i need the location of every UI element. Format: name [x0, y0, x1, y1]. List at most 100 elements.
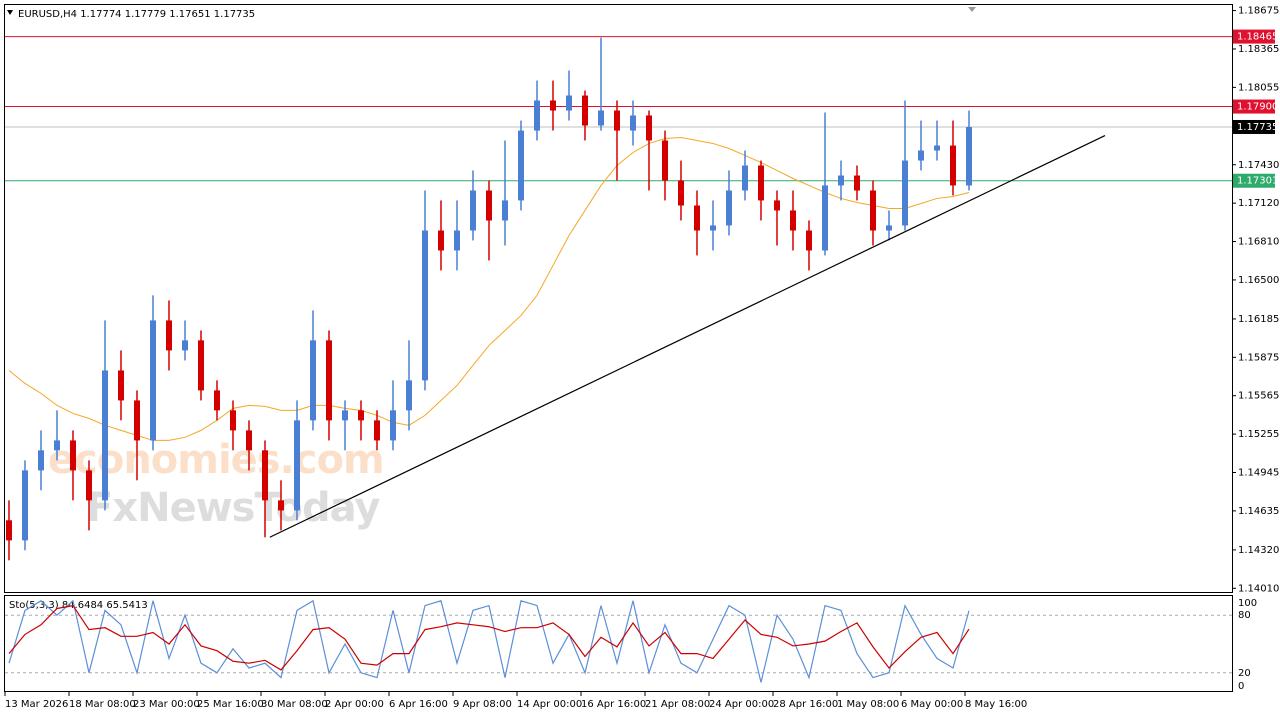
candle-body	[774, 200, 780, 211]
candle-body	[918, 150, 924, 161]
y-tick-label: 1.15255	[1238, 429, 1279, 440]
candle-body	[102, 370, 108, 501]
candle-body	[598, 110, 604, 126]
candle-body	[438, 230, 444, 251]
candle-body	[710, 225, 716, 231]
stochastic-line	[8, 604, 970, 671]
y-tick-label: 1.17120	[1238, 198, 1279, 209]
y-tick-label: 1.14320	[1238, 545, 1279, 556]
y-tick-label: 1.18365	[1238, 44, 1279, 55]
price-tag-label: 1.17735	[1237, 122, 1278, 133]
candle-body	[566, 95, 572, 111]
menu-arrow[interactable]	[7, 10, 13, 15]
y-tick-label: 1.14010	[1238, 583, 1279, 594]
x-tick-label: 16 Apr 16:00	[581, 699, 646, 710]
y-tick-label: 20	[1238, 668, 1251, 679]
candle-body	[678, 180, 684, 206]
x-tick-label: 21 Apr 08:00	[645, 699, 710, 710]
candle-body	[662, 140, 668, 181]
x-tick-label: 23 Mar 00:00	[133, 699, 200, 710]
candle-body	[886, 225, 892, 231]
x-tick-label: 1 May 08:00	[837, 699, 899, 710]
y-tick-label: 1.16500	[1238, 275, 1279, 286]
candle-body	[70, 440, 76, 471]
x-tick-label: 6 May 00:00	[901, 699, 963, 710]
watermark: FxNewsToday	[86, 485, 380, 531]
candle-body	[838, 175, 844, 186]
x-tick-label: 25 Mar 16:00	[197, 699, 264, 710]
candle-body	[726, 190, 732, 226]
candle-body	[758, 165, 764, 201]
candle-body	[470, 190, 476, 231]
y-tick-label: 1.17430	[1238, 160, 1279, 171]
candle-body	[950, 145, 956, 186]
candle-body	[262, 450, 268, 501]
candle-body	[934, 145, 940, 151]
x-tick-label: 28 Apr 16:00	[773, 699, 838, 710]
candle-body	[278, 500, 284, 511]
y-tick-label: 1.16810	[1238, 237, 1279, 248]
candle-body	[614, 110, 620, 131]
candle-body	[54, 440, 60, 451]
candle-body	[166, 320, 172, 351]
candle-body	[118, 370, 124, 401]
x-tick-label: 8 May 16:00	[965, 699, 1027, 710]
candle-body	[630, 115, 636, 131]
candle-body	[390, 410, 396, 441]
price-tag-label: 1.18465	[1237, 32, 1278, 43]
candle-body	[806, 230, 812, 251]
indicator-frame	[4, 595, 1233, 692]
candle-body	[854, 175, 860, 191]
candle-body	[198, 340, 204, 391]
candle-body	[358, 410, 364, 421]
candle-body	[550, 100, 556, 111]
candle-body	[694, 205, 700, 231]
candle-body	[790, 210, 796, 231]
x-tick-label: 14 Apr 00:00	[517, 699, 582, 710]
candle-body	[502, 200, 508, 221]
candle-body	[534, 100, 540, 131]
candle-body	[86, 470, 92, 501]
x-tick-label: 24 Apr 00:00	[709, 699, 774, 710]
candle-body	[230, 410, 236, 431]
watermark: economies.com	[48, 437, 384, 483]
stochastic-line	[8, 599, 970, 683]
x-tick-label: 13 Mar 2026	[5, 699, 68, 710]
moving-average	[8, 137, 970, 441]
indicator-title: Sto(5,3,3) 84.6484 65.5413	[9, 600, 148, 611]
x-tick-label: 6 Apr 16:00	[389, 699, 448, 710]
candle-body	[310, 340, 316, 421]
y-tick-label: 1.15875	[1238, 352, 1279, 363]
candle-body	[182, 340, 188, 351]
candle-body	[246, 430, 252, 451]
candle-body	[870, 190, 876, 231]
price-frame	[4, 4, 1233, 593]
candle-body	[422, 230, 428, 381]
candle-body	[294, 420, 300, 511]
candle-body	[646, 115, 652, 141]
candle-body	[326, 340, 332, 421]
y-tick-label: 1.15565	[1238, 391, 1279, 402]
y-tick-label: 1.14635	[1238, 506, 1279, 517]
candle-body	[6, 520, 12, 541]
y-tick-label: 0	[1238, 681, 1244, 692]
candle-body	[214, 390, 220, 411]
price-tag-label: 1.17301	[1237, 176, 1278, 187]
price-tag	[1233, 29, 1275, 44]
trendline	[269, 134, 1106, 538]
candle-body	[454, 230, 460, 251]
y-tick-label: 1.18675	[1238, 6, 1279, 17]
price-tag	[1233, 173, 1275, 188]
candle-body	[822, 185, 828, 251]
chart-title: EURUSD,H4 1.17774 1.17779 1.17651 1.1773…	[18, 9, 255, 20]
candle-body	[406, 380, 412, 411]
candle-body	[22, 470, 28, 541]
y-tick-label: 1.14945	[1238, 467, 1279, 478]
x-tick-label: 2 Apr 00:00	[325, 699, 384, 710]
shift-marker	[968, 7, 976, 12]
y-tick-label: 1.16185	[1238, 314, 1279, 325]
candle-body	[902, 160, 908, 226]
